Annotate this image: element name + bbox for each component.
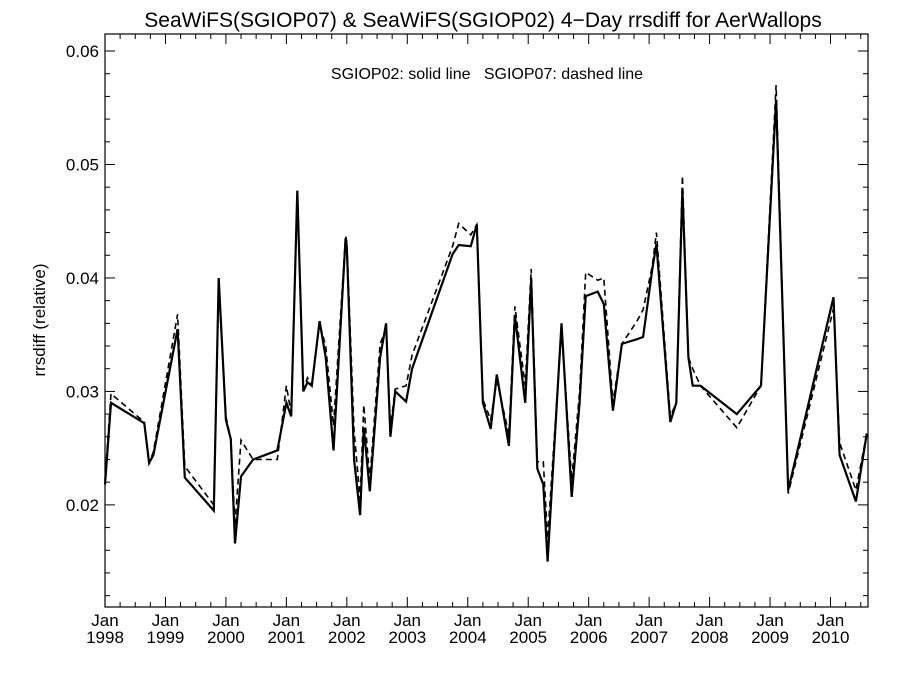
x-tick-month: Jan xyxy=(273,611,300,630)
x-tick-month: Jan xyxy=(91,611,118,630)
x-tick-year: 1999 xyxy=(147,628,185,647)
y-tick-label: 0.03 xyxy=(66,382,99,401)
x-tick-year: 2004 xyxy=(449,628,487,647)
series-line-sgiop07 xyxy=(104,85,868,539)
y-tick-label: 0.04 xyxy=(66,269,99,288)
plot-frame xyxy=(104,33,869,608)
x-tick-month: Jan xyxy=(756,611,783,630)
x-tick-month: Jan xyxy=(333,611,360,630)
series-layer xyxy=(103,85,868,562)
x-tick-month: Jan xyxy=(454,611,481,630)
x-tick-month: Jan xyxy=(515,611,542,630)
x-tick-month: Jan xyxy=(696,611,723,630)
x-tick-year: 2006 xyxy=(570,628,608,647)
x-tick-year: 2000 xyxy=(207,628,245,647)
y-tick-label: 0.05 xyxy=(66,155,99,174)
x-tick-year: 2007 xyxy=(630,628,668,647)
plot-axes xyxy=(104,33,869,608)
x-tick-month: Jan xyxy=(635,611,662,630)
x-tick-year: 2010 xyxy=(812,628,850,647)
x-tick-year: 2005 xyxy=(509,628,547,647)
x-tick-month: Jan xyxy=(817,611,844,630)
y-tick-label: 0.06 xyxy=(66,42,99,61)
chart-title: SeaWiFS(SGIOP07) & SeaWiFS(SGIOP02) 4−Da… xyxy=(144,9,821,32)
x-tick-year: 1998 xyxy=(86,628,124,647)
x-tick-year: 2009 xyxy=(751,628,789,647)
series-line-sgiop02 xyxy=(103,99,868,562)
ticks-layer: 0.020.030.040.050.06Jan1998Jan1999Jan200… xyxy=(66,34,868,647)
x-tick-month: Jan xyxy=(394,611,421,630)
x-tick-month: Jan xyxy=(152,611,179,630)
x-tick-year: 2002 xyxy=(328,628,366,647)
line-style-annotation: SGIOP02: solid line SGIOP07: dashed line xyxy=(331,66,643,83)
x-tick-year: 2003 xyxy=(388,628,426,647)
x-tick-month: Jan xyxy=(212,611,239,630)
x-tick-month: Jan xyxy=(575,611,602,630)
x-tick-year: 2001 xyxy=(267,628,305,647)
y-axis-label: rrsdiff (relative) xyxy=(30,263,49,376)
x-tick-year: 2008 xyxy=(691,628,729,647)
y-tick-label: 0.02 xyxy=(66,496,99,515)
